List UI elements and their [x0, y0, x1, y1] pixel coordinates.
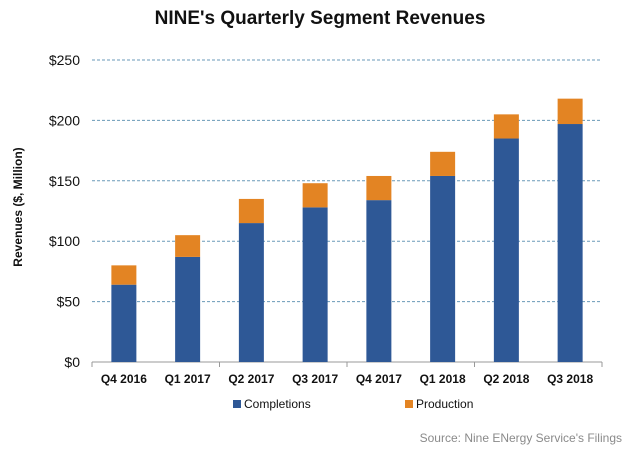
legend-swatch	[405, 400, 413, 408]
bar-completions	[557, 124, 583, 362]
source-note: Source: Nine ENergy Service's Filings	[419, 431, 622, 445]
x-tick-label: Q4 2016	[101, 372, 147, 386]
y-tick-label: $150	[49, 173, 80, 189]
bar-production	[366, 175, 392, 201]
bar-production	[493, 114, 519, 139]
x-tick-label: Q4 2017	[356, 372, 402, 386]
legend-label: Production	[416, 397, 473, 411]
x-tick-label: Q2 2018	[483, 372, 529, 386]
y-tick-label: $50	[57, 294, 81, 310]
x-tick-label: Q2 2017	[228, 372, 274, 386]
legend-label: Completions	[244, 397, 311, 411]
bar-production	[430, 151, 456, 176]
x-tick-label: Q3 2018	[547, 372, 593, 386]
bar-completions	[430, 175, 456, 362]
bar-production	[302, 183, 328, 208]
bar-production	[111, 265, 137, 285]
bar-completions	[302, 207, 328, 362]
y-tick-label: $100	[49, 233, 80, 249]
x-tick-label: Q1 2018	[420, 372, 466, 386]
x-tick-label: Q1 2017	[165, 372, 211, 386]
x-tick-label: Q3 2017	[292, 372, 338, 386]
legend-swatch	[233, 400, 241, 408]
bar-completions	[493, 138, 519, 362]
chart-title: NINE's Quarterly Segment Revenues	[154, 8, 486, 29]
bar-production	[175, 235, 201, 257]
bar-completions	[175, 256, 201, 362]
bar-production	[557, 98, 583, 125]
y-tick-label: $0	[64, 354, 80, 370]
bar-completions	[111, 284, 137, 362]
y-tick-label: $200	[49, 112, 80, 128]
bar-production	[238, 198, 264, 224]
y-tick-label: $250	[49, 52, 80, 68]
bar-completions	[238, 223, 264, 362]
bar-completions	[366, 200, 392, 362]
